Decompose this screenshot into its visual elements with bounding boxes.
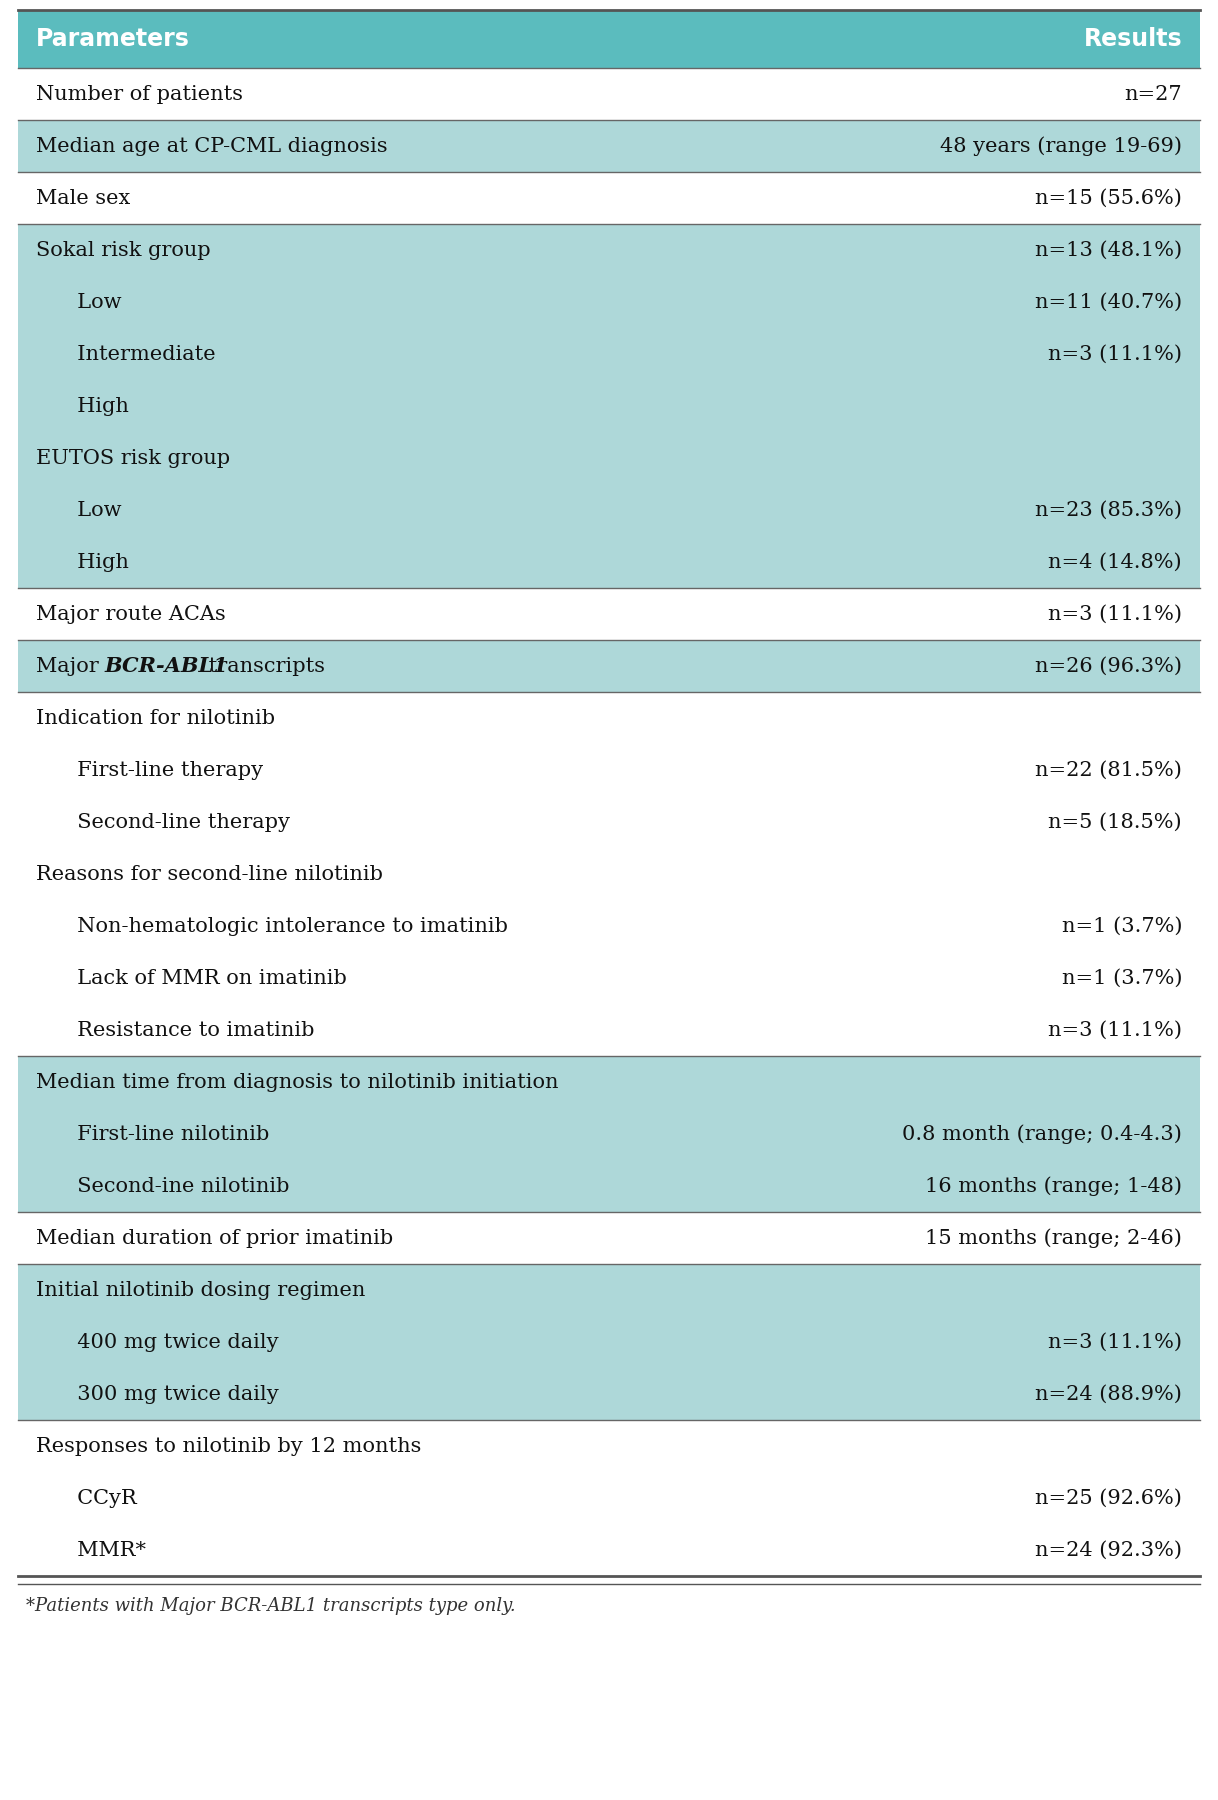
Text: n=3 (11.1%): n=3 (11.1%) (1047, 1021, 1181, 1040)
Text: n=27: n=27 (1124, 85, 1181, 103)
Text: Median duration of prior imatinib: Median duration of prior imatinib (37, 1228, 393, 1247)
Text: 300 mg twice daily: 300 mg twice daily (65, 1384, 279, 1404)
Text: Lack of MMR on imatinib: Lack of MMR on imatinib (65, 968, 347, 988)
Text: Low: Low (65, 292, 122, 311)
Text: n=13 (48.1%): n=13 (48.1%) (1035, 241, 1181, 259)
Bar (18, 641, 1200, 691)
Text: EUTOS risk group: EUTOS risk group (37, 448, 230, 468)
Bar (18, 589, 1200, 641)
Text: n=25 (92.6%): n=25 (92.6%) (1035, 1489, 1181, 1508)
Bar (18, 743, 1200, 796)
Text: n=4 (14.8%): n=4 (14.8%) (1049, 553, 1181, 572)
Text: First-line nilotinib: First-line nilotinib (65, 1125, 269, 1143)
Bar (18, 691, 1200, 743)
Bar (18, 1109, 1200, 1159)
Text: n=24 (92.3%): n=24 (92.3%) (1035, 1541, 1181, 1559)
Text: Initial nilotinib dosing regimen: Initial nilotinib dosing regimen (37, 1280, 365, 1300)
Text: Responses to nilotinib by 12 months: Responses to nilotinib by 12 months (37, 1436, 421, 1456)
Text: MMR*: MMR* (65, 1541, 146, 1559)
Text: 0.8 month (range; 0.4-4.3): 0.8 month (range; 0.4-4.3) (903, 1125, 1181, 1143)
Bar (18, 484, 1200, 536)
Bar (18, 1316, 1200, 1368)
Text: Reasons for second-line nilotinib: Reasons for second-line nilotinib (37, 864, 382, 884)
Bar (18, 1368, 1200, 1420)
Text: n=3 (11.1%): n=3 (11.1%) (1047, 344, 1181, 364)
Bar (18, 328, 1200, 380)
Text: n=26 (96.3%): n=26 (96.3%) (1035, 657, 1181, 675)
Text: n=23 (85.3%): n=23 (85.3%) (1035, 500, 1181, 520)
Bar (18, 223, 1200, 275)
Text: n=3 (11.1%): n=3 (11.1%) (1047, 1332, 1181, 1352)
Bar (18, 68, 1200, 121)
Text: Parameters: Parameters (37, 27, 190, 50)
Text: Second-line therapy: Second-line therapy (65, 812, 290, 832)
Bar (18, 11, 1200, 68)
Text: n=1 (3.7%): n=1 (3.7%) (1062, 916, 1181, 936)
Text: High: High (65, 396, 129, 416)
Text: n=22 (81.5%): n=22 (81.5%) (1035, 760, 1181, 779)
Text: First-line therapy: First-line therapy (65, 760, 263, 779)
Text: 400 mg twice daily: 400 mg twice daily (65, 1332, 279, 1352)
Bar (18, 1211, 1200, 1264)
Bar (18, 1264, 1200, 1316)
Text: Low: Low (65, 500, 122, 520)
Bar (18, 900, 1200, 952)
Text: High: High (65, 553, 129, 572)
Bar (18, 952, 1200, 1004)
Text: Major route ACAs: Major route ACAs (37, 605, 225, 623)
Text: Resistance to imatinib: Resistance to imatinib (65, 1021, 314, 1040)
Bar (18, 380, 1200, 432)
Bar (18, 536, 1200, 589)
Text: Non-hematologic intolerance to imatinib: Non-hematologic intolerance to imatinib (65, 916, 508, 936)
Bar (18, 848, 1200, 900)
Text: Male sex: Male sex (37, 189, 130, 207)
Bar (18, 275, 1200, 328)
Text: BCR-ABL1: BCR-ABL1 (104, 655, 228, 677)
Text: Indication for nilotinib: Indication for nilotinib (37, 709, 275, 727)
Bar (18, 1159, 1200, 1211)
Text: CCyR: CCyR (65, 1489, 136, 1508)
Text: n=24 (88.9%): n=24 (88.9%) (1035, 1384, 1181, 1404)
Text: Sokal risk group: Sokal risk group (37, 241, 211, 259)
Bar (18, 796, 1200, 848)
Bar (18, 1057, 1200, 1109)
Text: Second-ine nilotinib: Second-ine nilotinib (65, 1177, 290, 1195)
Text: *Patients with Major BCR-ABL1 transcripts type only.: *Patients with Major BCR-ABL1 transcript… (26, 1597, 515, 1615)
Text: Results: Results (1083, 27, 1181, 50)
Bar (18, 1420, 1200, 1472)
Bar (18, 1525, 1200, 1577)
Text: transcripts: transcripts (202, 657, 325, 675)
Text: n=1 (3.7%): n=1 (3.7%) (1062, 968, 1181, 988)
Text: 48 years (range 19-69): 48 years (range 19-69) (940, 137, 1181, 157)
Text: Median age at CP-CML diagnosis: Median age at CP-CML diagnosis (37, 137, 387, 155)
Text: n=15 (55.6%): n=15 (55.6%) (1035, 189, 1181, 207)
Text: n=5 (18.5%): n=5 (18.5%) (1049, 812, 1181, 832)
Bar (18, 432, 1200, 484)
Bar (18, 1004, 1200, 1057)
Text: 15 months (range; 2-46): 15 months (range; 2-46) (926, 1228, 1181, 1247)
Bar (18, 121, 1200, 173)
Text: n=11 (40.7%): n=11 (40.7%) (1035, 292, 1181, 311)
Text: n=3 (11.1%): n=3 (11.1%) (1047, 605, 1181, 623)
Bar (18, 173, 1200, 223)
Text: Intermediate: Intermediate (65, 344, 216, 364)
Text: Number of patients: Number of patients (37, 85, 244, 103)
Text: 16 months (range; 1-48): 16 months (range; 1-48) (924, 1175, 1181, 1195)
Text: Major: Major (37, 657, 106, 675)
Text: Median time from diagnosis to nilotinib initiation: Median time from diagnosis to nilotinib … (37, 1073, 559, 1091)
Bar (18, 1472, 1200, 1525)
